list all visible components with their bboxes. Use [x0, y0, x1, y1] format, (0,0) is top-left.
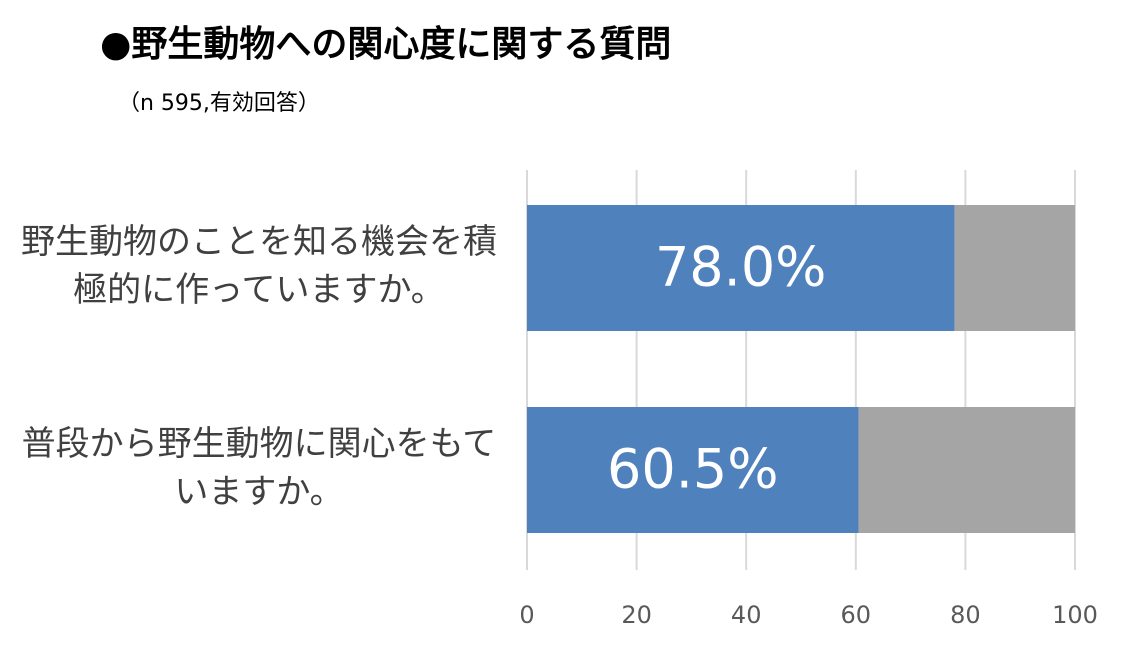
- x-tick-label: 100: [1052, 601, 1098, 629]
- bar-segment: [527, 205, 955, 331]
- category-label: 普段から野生動物に関心をもていますか。: [21, 424, 497, 512]
- bar-segment: [954, 205, 1075, 331]
- chart-subtitle: （n 595,有効回答）: [118, 91, 320, 116]
- bar-segment: [858, 407, 1075, 533]
- chart-title: ●野生動物への関心度に関する質問: [100, 24, 671, 65]
- x-tick-label: 20: [621, 601, 652, 629]
- value-label: 78.0%: [655, 236, 827, 299]
- x-tick-label: 0: [519, 601, 534, 629]
- value-label: 60.5%: [607, 438, 779, 501]
- x-tick-label: 40: [731, 601, 762, 629]
- x-tick-label: 80: [950, 601, 981, 629]
- category-label: 野生動物のことを知る機会を積極的に作っていますか。: [21, 222, 497, 310]
- x-tick-label: 60: [841, 601, 872, 629]
- bar-segment: [527, 407, 859, 533]
